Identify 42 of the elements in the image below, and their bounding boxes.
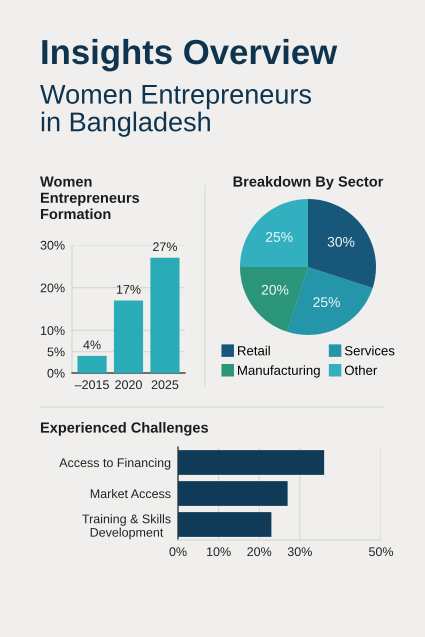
data-label: 20% [262, 284, 288, 295]
y-tick-label: Access to Financing [59, 458, 170, 470]
bar [178, 512, 272, 537]
bar [77, 356, 107, 373]
bar [114, 300, 144, 373]
y-tick-label: Market Access [90, 488, 171, 498]
x-tick-label: 0% [169, 547, 187, 556]
legend-label: Retail [238, 346, 270, 356]
x-tick-label: 20% [247, 547, 272, 556]
x-tick-label: 10% [207, 547, 231, 556]
y-tick-label: 20% [40, 283, 65, 292]
data-label: 27% [153, 242, 178, 252]
data-label: 30% [328, 236, 354, 247]
data-label: 25% [266, 232, 293, 242]
pie-slice [240, 267, 308, 332]
pie-slice [308, 199, 376, 288]
bar [178, 450, 324, 475]
y-tick-label: 30% [40, 240, 65, 250]
data-label: 25% [313, 297, 340, 308]
y-tick-label: 0% [47, 368, 65, 378]
data-label: 4% [83, 340, 101, 350]
text: Women Entrepreneurs in Bangladesh [40, 84, 312, 137]
x-tick-label: 2020 [115, 380, 142, 390]
y-tick-label: 10% [40, 326, 65, 335]
x-tick-label: 30% [288, 547, 312, 556]
data-label: 17% [116, 285, 141, 294]
legend-label: Other [344, 365, 378, 375]
text: Insights Overview [42, 38, 338, 72]
y-tick-label: 5% [47, 348, 65, 356]
x-tick-label: –2015 [74, 380, 109, 390]
chart-title: Women Entrepreneurs Formation [40, 176, 140, 220]
x-tick-label: 50% [368, 547, 394, 556]
chart-title: Breakdown By Sector [234, 176, 384, 190]
pie-slice [240, 199, 308, 267]
legend-label: Manufacturing [238, 365, 320, 378]
bar [150, 258, 180, 373]
legend-label: Services [344, 346, 394, 356]
chart-title: Experienced Challenges [40, 422, 208, 436]
x-tick-label: 2025 [152, 380, 178, 390]
y-tick-label: Training & Skills Development [82, 514, 171, 540]
pie-slice [286, 267, 373, 335]
bar [178, 481, 288, 506]
